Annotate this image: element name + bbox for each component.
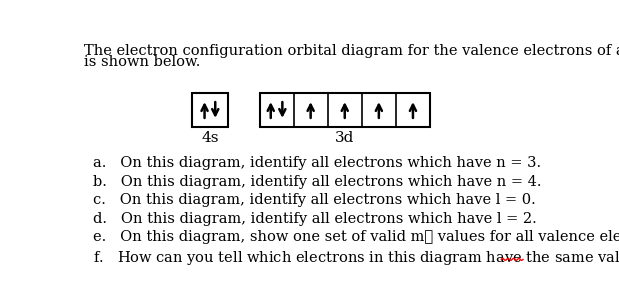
Text: The electron configuration orbital diagram for the valence electrons of an iron : The electron configuration orbital diagr… [84,44,619,58]
Bar [259,93,430,127]
Text: f.   How can you tell which electrons in this diagram have the same value for m$: f. How can you tell which electrons in t… [93,249,619,266]
Text: is shown below.: is shown below. [84,55,200,69]
Text: 4s: 4s [201,131,219,145]
Text: a.   On this diagram, identify all electrons which have n = 3.: a. On this diagram, identify all electro… [93,156,541,170]
Text: d.   On this diagram, identify all electrons which have l = 2.: d. On this diagram, identify all electro… [93,212,537,226]
Text: b.   On this diagram, identify all electrons which have n = 4.: b. On this diagram, identify all electro… [93,175,542,189]
Text: e.   On this diagram, show one set of valid mℓ values for all valence electrons : e. On this diagram, show one set of vali… [93,230,619,244]
Bar [192,93,228,127]
Text: 3d: 3d [335,131,355,145]
Text: c.   On this diagram, identify all electrons which have l = 0.: c. On this diagram, identify all electro… [93,193,535,207]
